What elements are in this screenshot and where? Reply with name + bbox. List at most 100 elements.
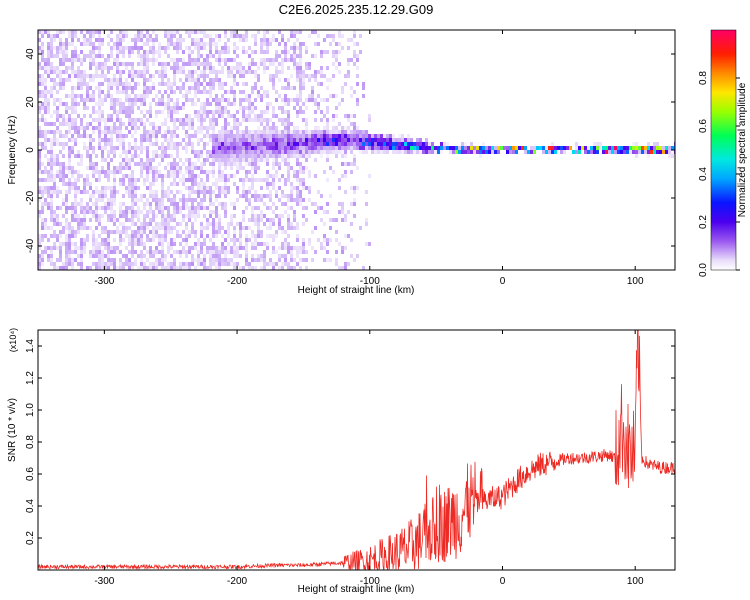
spectrogram-cell bbox=[266, 106, 269, 110]
spectrogram-cell bbox=[260, 122, 263, 126]
spectrogram-cell bbox=[548, 146, 551, 150]
spectrogram-cell bbox=[224, 106, 227, 110]
spectrogram-cell bbox=[92, 90, 95, 94]
spectrogram-cell bbox=[137, 50, 140, 54]
spectrogram-cell bbox=[311, 146, 314, 150]
spectrogram-cell bbox=[137, 62, 140, 66]
spectrogram-cell bbox=[38, 78, 41, 82]
spectrogram-cell bbox=[224, 254, 227, 258]
spectrogram-cell bbox=[98, 66, 101, 70]
y-tick-label: 0 bbox=[25, 147, 36, 153]
spectrogram-cell bbox=[308, 74, 311, 78]
spectrogram-cell bbox=[206, 126, 209, 130]
spectrogram-cell bbox=[110, 114, 113, 118]
spectrogram-cell bbox=[116, 190, 119, 194]
spectrogram-cell bbox=[242, 246, 245, 250]
spectrogram-cell bbox=[62, 58, 65, 62]
spectrogram-cell bbox=[221, 150, 224, 154]
spectrogram-cell bbox=[113, 130, 116, 134]
x-tick-label: -300 bbox=[94, 576, 114, 587]
spectrogram-cell bbox=[314, 142, 317, 146]
spectrogram-cell bbox=[212, 78, 215, 82]
spectrogram-cell bbox=[200, 190, 203, 194]
spectrogram-cell bbox=[254, 118, 257, 122]
spectrogram-cell bbox=[275, 154, 278, 158]
spectrogram-cell bbox=[194, 114, 197, 118]
spectrogram-cell bbox=[131, 46, 134, 50]
spectrogram-cell bbox=[170, 106, 173, 110]
spectrogram-cell bbox=[248, 46, 251, 50]
spectrogram-cell bbox=[53, 54, 56, 58]
spectrogram-cell bbox=[191, 146, 194, 150]
spectrogram-cell bbox=[260, 234, 263, 238]
spectrogram-cell bbox=[56, 138, 59, 142]
spectrogram-cell bbox=[41, 74, 44, 78]
spectrogram-cell bbox=[146, 94, 149, 98]
spectrogram-cell bbox=[62, 226, 65, 230]
spectrogram-cell bbox=[131, 174, 134, 178]
spectrogram-cell bbox=[86, 82, 89, 86]
spectrogram-cell bbox=[161, 62, 164, 66]
spectrogram-cell bbox=[329, 226, 332, 230]
spectrogram-cell bbox=[146, 214, 149, 218]
spectrogram-cell bbox=[146, 178, 149, 182]
spectrogram-cell bbox=[95, 154, 98, 158]
spectrogram-cell bbox=[272, 222, 275, 226]
spectrogram-cell bbox=[389, 138, 392, 142]
spectrogram-cell bbox=[251, 138, 254, 142]
spectrogram-cell bbox=[50, 250, 53, 254]
spectrogram-cell bbox=[296, 202, 299, 206]
spectrogram-cell bbox=[86, 98, 89, 102]
spectrogram-cell bbox=[224, 178, 227, 182]
spectrogram-cell bbox=[308, 34, 311, 38]
spectrogram-cell bbox=[146, 66, 149, 70]
spectrogram-cell bbox=[455, 150, 458, 154]
spectrogram-cell bbox=[422, 142, 425, 146]
spectrogram-cell bbox=[347, 118, 350, 122]
spectrogram-cell bbox=[203, 62, 206, 66]
spectrogram-cell bbox=[143, 146, 146, 150]
spectrogram-cell bbox=[173, 206, 176, 210]
spectrogram-cell bbox=[185, 146, 188, 150]
spectrogram-cell bbox=[110, 258, 113, 262]
spectrogram-cell bbox=[287, 158, 290, 162]
spectrogram-cell bbox=[38, 142, 41, 146]
spectrogram-cell bbox=[71, 58, 74, 62]
spectrogram-cell bbox=[314, 158, 317, 162]
spectrogram-cell bbox=[317, 190, 320, 194]
spectrogram-cell bbox=[56, 154, 59, 158]
spectrogram-cell bbox=[191, 102, 194, 106]
spectrogram-cell bbox=[149, 106, 152, 110]
spectrogram-cell bbox=[269, 62, 272, 66]
spectrogram-cell bbox=[368, 146, 371, 150]
spectrogram-cell bbox=[77, 150, 80, 154]
spectrogram-cell bbox=[314, 226, 317, 230]
spectrogram-cell bbox=[134, 258, 137, 262]
spectrogram-cell bbox=[173, 70, 176, 74]
spectrogram-cell bbox=[89, 138, 92, 142]
spectrogram-cell bbox=[50, 34, 53, 38]
spectrogram-cell bbox=[296, 170, 299, 174]
spectrogram-cell bbox=[74, 194, 77, 198]
spectrogram-cell bbox=[224, 30, 227, 34]
spectrogram-cell bbox=[293, 30, 296, 34]
spectrogram-cell bbox=[122, 174, 125, 178]
spectrogram-cell bbox=[59, 86, 62, 90]
spectrogram-cell bbox=[350, 130, 353, 134]
spectrogram-cell bbox=[122, 38, 125, 42]
spectrogram-cell bbox=[74, 190, 77, 194]
snr-y-axis: 0.20.40.60.81.01.21.4 bbox=[25, 339, 675, 545]
spectrogram-cell bbox=[185, 118, 188, 122]
colorbar-tick-label: 0.8 bbox=[698, 71, 709, 85]
spectrogram-cell bbox=[164, 266, 167, 270]
spectrogram-cell bbox=[107, 58, 110, 62]
spectrogram-cell bbox=[329, 238, 332, 242]
spectrogram-cell bbox=[125, 254, 128, 258]
spectrogram-cell bbox=[413, 142, 416, 146]
spectrogram-cell bbox=[383, 146, 386, 150]
spectrogram-cell bbox=[38, 258, 41, 262]
spectrogram-cell bbox=[62, 154, 65, 158]
spectrogram-cell bbox=[44, 250, 47, 254]
spectrogram-cell bbox=[62, 182, 65, 186]
spectrogram-cell bbox=[134, 222, 137, 226]
